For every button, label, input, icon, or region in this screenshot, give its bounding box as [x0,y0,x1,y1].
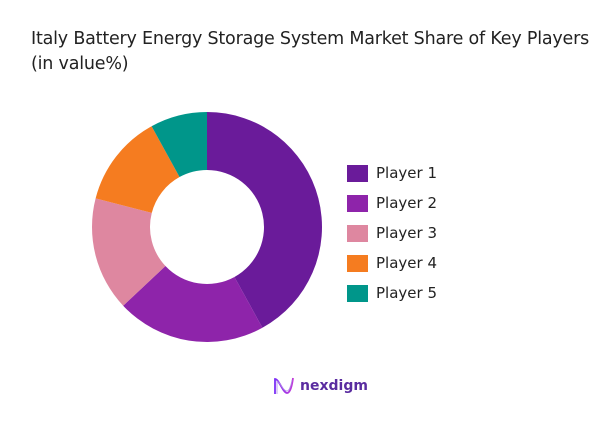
legend-item-player-3: Player 3 [347,218,437,248]
legend-item-player-4: Player 4 [347,248,437,278]
donut-slice-player-4 [95,126,180,213]
donut-slices [92,112,322,342]
donut-slice-player-1 [207,112,322,328]
brand-logo: nexdigm [273,376,368,396]
legend-swatch [347,194,368,212]
chart-legend: Player 1 Player 2 Player 3 Player 4 Play… [347,158,437,308]
legend-swatch [347,284,368,302]
nexdigm-logo-icon [274,377,294,394]
legend-swatch [347,254,368,272]
donut-slice-player-5 [151,112,207,178]
legend-item-player-5: Player 5 [347,278,437,308]
donut-slice-player-3 [92,198,166,306]
legend-swatch [347,164,368,182]
legend-item-player-1: Player 1 [347,158,437,188]
legend-swatch [347,224,368,242]
donut-slice-player-2 [123,266,263,342]
chart-title: Italy Battery Energy Storage System Mark… [31,29,590,74]
legend-item-player-2: Player 2 [347,188,437,218]
